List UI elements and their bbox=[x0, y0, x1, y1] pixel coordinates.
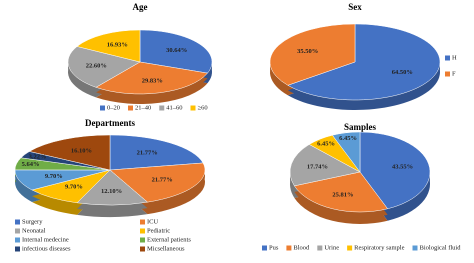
chart-title: Samples bbox=[344, 122, 377, 132]
data-label: 43.55% bbox=[392, 163, 413, 170]
legend-swatch bbox=[15, 246, 20, 252]
data-label: 17.74% bbox=[307, 163, 328, 170]
legend-label: Pus bbox=[269, 244, 279, 251]
legend-swatch bbox=[15, 219, 20, 225]
legend-swatch bbox=[286, 245, 292, 251]
slice bbox=[293, 171, 389, 213]
legend-label: ICU bbox=[147, 218, 159, 225]
legend-label: F bbox=[452, 70, 456, 77]
legend-label: Respiratory sample bbox=[354, 244, 404, 251]
legend-label: infectious diseases bbox=[22, 245, 71, 252]
legend-label: Neonatal bbox=[22, 227, 46, 234]
legend-label: Internal medecine bbox=[22, 236, 69, 243]
legend-label: H bbox=[452, 54, 457, 61]
data-label: 16.10% bbox=[71, 148, 92, 155]
legend-swatch bbox=[100, 105, 105, 111]
chart-title: Age bbox=[133, 2, 148, 12]
legend-swatch bbox=[190, 105, 196, 111]
legend-label: 41–60 bbox=[166, 104, 182, 111]
data-label: 29.83% bbox=[142, 78, 163, 85]
legend-label: 21–40 bbox=[135, 104, 151, 111]
chart-title: Sex bbox=[348, 2, 362, 12]
legend-swatch bbox=[15, 237, 20, 243]
slice bbox=[287, 23, 441, 101]
legend-swatch bbox=[412, 245, 418, 251]
slice bbox=[76, 29, 141, 63]
data-label: 6.45% bbox=[339, 135, 357, 142]
legend-swatch bbox=[347, 245, 353, 251]
slice bbox=[28, 134, 111, 171]
legend-label: Urine bbox=[324, 244, 339, 251]
legend-swatch bbox=[445, 55, 450, 61]
slice bbox=[67, 46, 141, 88]
legend-swatch bbox=[140, 246, 145, 252]
chart-title: Departments bbox=[85, 118, 135, 128]
legend-label: Surgery bbox=[22, 218, 43, 225]
data-label: 5.64% bbox=[22, 161, 40, 168]
slice bbox=[95, 61, 208, 95]
data-label: 9.70% bbox=[45, 173, 63, 180]
slice bbox=[76, 169, 149, 206]
slice bbox=[289, 144, 361, 187]
legend-label: Micsellaneous bbox=[147, 245, 185, 252]
legend-swatch bbox=[140, 237, 145, 243]
data-label: 22.60% bbox=[86, 62, 107, 69]
legend-swatch bbox=[262, 245, 267, 251]
legend-swatch bbox=[445, 71, 450, 77]
slice bbox=[139, 29, 213, 74]
legend-label: External patients bbox=[147, 236, 191, 243]
legend-label: Biological fluid bbox=[420, 244, 462, 251]
legend-swatch bbox=[128, 105, 133, 111]
legend-label: Pediatric bbox=[147, 227, 170, 234]
data-label: 64.50% bbox=[392, 69, 413, 76]
data-label: 21.77% bbox=[152, 177, 173, 184]
legend-label: Blood bbox=[293, 244, 310, 251]
legend-label: ≥60 bbox=[198, 104, 208, 111]
data-label: 12.10% bbox=[101, 188, 122, 195]
data-label: 35.50% bbox=[297, 48, 318, 55]
data-label: 16.93% bbox=[107, 41, 128, 48]
slice bbox=[269, 23, 356, 86]
slice bbox=[331, 131, 361, 173]
legend-swatch bbox=[140, 228, 145, 234]
data-label: 6.45% bbox=[317, 141, 335, 148]
data-label: 9.70% bbox=[65, 184, 83, 191]
legend-swatch bbox=[159, 105, 165, 111]
legend-swatch bbox=[15, 228, 20, 234]
data-label: 3.22% bbox=[29, 153, 47, 160]
slice bbox=[359, 131, 431, 210]
legend-label: 0–20 bbox=[107, 104, 120, 111]
slice bbox=[109, 134, 204, 171]
data-label: 25.81% bbox=[332, 191, 353, 198]
slice bbox=[109, 162, 206, 203]
legend-swatch bbox=[140, 219, 145, 225]
data-label: 21.77% bbox=[137, 150, 158, 157]
data-label: 30.64% bbox=[166, 47, 187, 54]
legend-swatch bbox=[317, 245, 323, 251]
